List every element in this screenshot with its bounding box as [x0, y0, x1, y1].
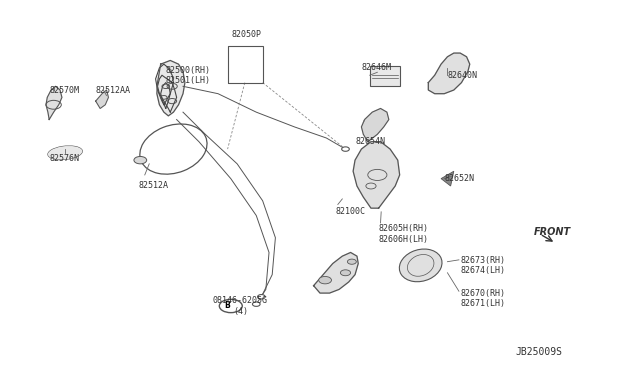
Text: 82050P: 82050P — [232, 30, 262, 39]
Text: 82500(RH)
82501(LH): 82500(RH) 82501(LH) — [166, 65, 211, 85]
Circle shape — [342, 147, 349, 151]
Text: B: B — [225, 301, 230, 311]
Polygon shape — [46, 86, 62, 119]
Text: 82512A: 82512A — [138, 182, 168, 190]
Text: 82512AA: 82512AA — [96, 86, 131, 94]
Text: 08146-6205G
(4): 08146-6205G (4) — [213, 296, 268, 316]
Circle shape — [319, 276, 332, 284]
Text: FRONT: FRONT — [534, 227, 571, 237]
Polygon shape — [314, 253, 358, 293]
Text: 82100C: 82100C — [336, 207, 366, 217]
Ellipse shape — [48, 146, 83, 160]
Text: 82652N: 82652N — [444, 174, 474, 183]
Circle shape — [340, 270, 351, 276]
Text: 82570M: 82570M — [49, 86, 79, 94]
Text: 82646M: 82646M — [362, 63, 392, 72]
Circle shape — [257, 295, 265, 299]
Text: 82673(RH)
82674(LH): 82673(RH) 82674(LH) — [460, 256, 505, 275]
Circle shape — [348, 259, 356, 264]
Text: 82654N: 82654N — [355, 137, 385, 146]
Polygon shape — [353, 142, 399, 208]
Ellipse shape — [399, 249, 442, 282]
Polygon shape — [441, 171, 454, 186]
Text: JB25009S: JB25009S — [515, 347, 562, 357]
Circle shape — [134, 157, 147, 164]
FancyBboxPatch shape — [228, 46, 262, 83]
Text: 82640N: 82640N — [447, 71, 477, 80]
Text: 82670(RH)
82671(LH): 82670(RH) 82671(LH) — [460, 289, 505, 308]
Polygon shape — [157, 61, 185, 116]
Circle shape — [220, 299, 243, 312]
Circle shape — [252, 302, 260, 307]
Polygon shape — [96, 90, 108, 109]
Polygon shape — [428, 53, 470, 94]
Polygon shape — [362, 109, 389, 142]
FancyBboxPatch shape — [370, 66, 400, 86]
Text: 82605H(RH)
82606H(LH): 82605H(RH) 82606H(LH) — [379, 224, 429, 244]
Text: 82576N: 82576N — [49, 154, 79, 163]
